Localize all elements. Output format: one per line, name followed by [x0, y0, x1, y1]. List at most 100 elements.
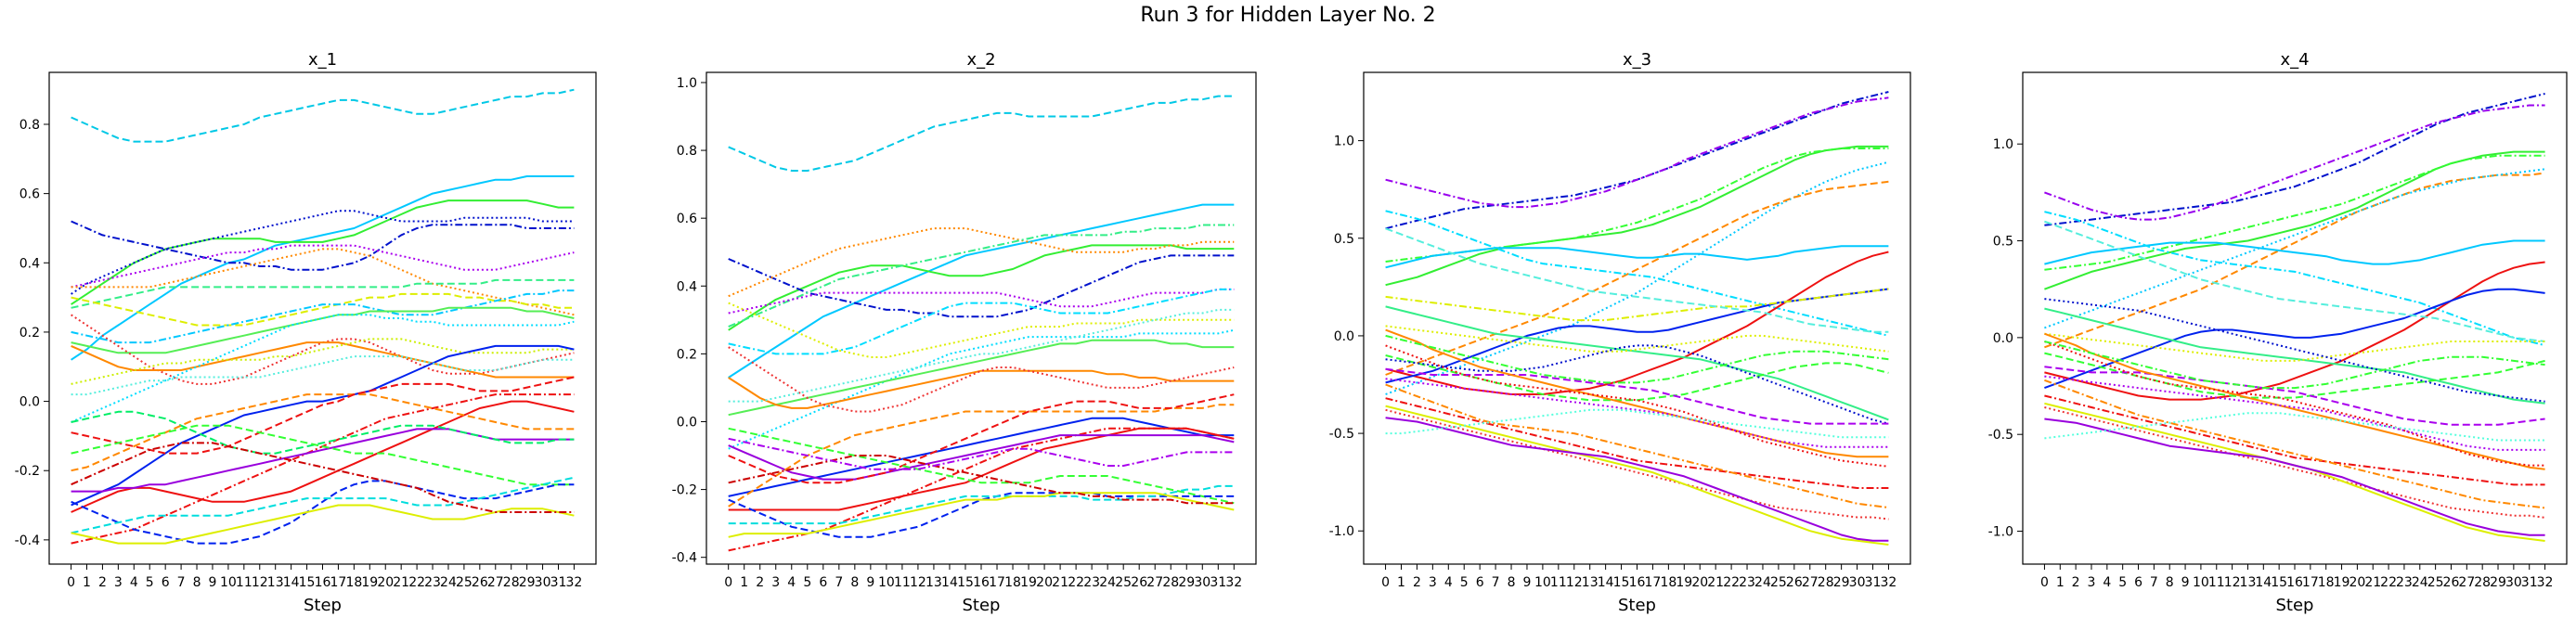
series-line-16 [2044, 366, 2545, 426]
x-tick-label: 13 [267, 575, 284, 590]
series-line-1 [728, 95, 1235, 172]
x-tick-label: 1 [2056, 575, 2065, 590]
x-tick-label: 10 [1534, 575, 1551, 590]
x-tick-label: 14 [941, 575, 958, 590]
series-line-19 [71, 428, 575, 493]
x-tick-label: 31 [550, 575, 567, 590]
series-line-9 [2044, 261, 2545, 401]
x-tick-label: 3 [2088, 575, 2096, 590]
x-tick-label: 9 [866, 575, 874, 590]
series-line-5 [2044, 172, 2545, 349]
series-line-24 [2044, 418, 2545, 536]
x-tick-label: 27 [1146, 575, 1163, 590]
x-tick-label: 7 [177, 575, 186, 590]
series-line-19 [2044, 375, 2545, 451]
series-line-12 [1385, 227, 1889, 333]
series-line-22 [1385, 383, 1889, 508]
y-tick-label: -1.0 [1988, 525, 2013, 540]
series-line-14 [1385, 325, 1889, 353]
x-tick-label: 25 [1115, 575, 1132, 590]
x-tick-label: 16 [973, 575, 990, 590]
x-tick-label: 30 [1849, 575, 1866, 590]
series-group [1385, 91, 1889, 546]
x-tick-label: 5 [2118, 575, 2127, 590]
series-line-15 [1385, 354, 1889, 402]
series-line-11 [1385, 288, 1889, 322]
series-line-12 [728, 369, 1235, 409]
x-tick-label: 16 [315, 575, 331, 590]
series-line-4 [1385, 148, 1889, 263]
x-tick-label: 20 [2349, 575, 2365, 590]
x-tick-label: 15 [2271, 575, 2287, 590]
y-tick-label: 1.0 [677, 76, 697, 91]
series-line-24 [71, 480, 575, 545]
series-line-4 [2044, 154, 2545, 271]
y-tick-label: 1.0 [1993, 137, 2013, 152]
x-tick-label: 6 [162, 575, 170, 590]
x-tick-label: 19 [1020, 575, 1037, 590]
series-line-6 [2044, 168, 2545, 329]
x-tick-label: 28 [1162, 575, 1179, 590]
series-line-10 [71, 289, 575, 344]
y-tick-label: 0.6 [19, 187, 40, 202]
x-tick-label: 4 [1444, 575, 1453, 590]
x-tick-label: 24 [440, 575, 457, 590]
series-line-27 [71, 442, 575, 513]
x-tick-label: 17 [989, 575, 1005, 590]
y-tick-label: 0.8 [677, 144, 697, 159]
series-line-13 [1385, 305, 1889, 421]
series-line-23 [728, 492, 1235, 538]
chart-panel-4: 0 1 2 3 4 5 6 7 8 9 10 11 12 13 14 15 16 17 18 19 20 21 22 23 24… [1988, 50, 2568, 615]
series-line-28 [71, 355, 575, 396]
x-tick-label: 4 [787, 575, 796, 590]
x-tick-label: 11 [894, 575, 911, 590]
series-line-7 [2044, 239, 2545, 265]
x-tick-label: 6 [819, 575, 827, 590]
x-tick-label: 15 [299, 575, 316, 590]
x-tick-label: 18 [345, 575, 362, 590]
y-tick-label: 0.4 [19, 256, 40, 271]
y-tick-label: 0.0 [1334, 329, 1354, 344]
y-tick-label: 1.0 [1334, 135, 1354, 149]
x-tick-label: 27 [2458, 575, 2475, 590]
panel-title: x_4 [2280, 50, 2309, 70]
x-tick-label: 32 [2537, 575, 2554, 590]
series-line-21 [2044, 379, 2545, 509]
x-tick-label: 31 [1210, 575, 1226, 590]
series-line-11 [2044, 220, 2545, 342]
x-tick-label: 22 [1068, 575, 1084, 590]
x-tick-label: 3 [1429, 575, 1437, 590]
series-line-25 [1385, 417, 1889, 542]
series-line-1 [71, 88, 575, 143]
x-tick-label: 13 [2240, 575, 2257, 590]
x-tick-label: 27 [1802, 575, 1819, 590]
x-tick-label: 0 [1381, 575, 1390, 590]
y-tick-label: -0.4 [15, 533, 40, 548]
axes-frame [705, 71, 1257, 565]
series-line-6 [71, 244, 575, 289]
x-tick-label: 32 [566, 575, 583, 590]
series-line-5 [728, 227, 1235, 298]
x-tick-label: 18 [1004, 575, 1021, 590]
y-tick-label: 0.4 [677, 279, 697, 294]
panel-title: x_3 [1623, 50, 1651, 70]
series-line-15 [2044, 298, 2545, 403]
series-line-2 [71, 175, 575, 361]
chart-panel-2: 0 1 2 3 4 5 6 7 8 9 10 11 12 13 14 15 16 17 18 19 20 21 22 23 24… [672, 50, 1257, 615]
series-line-11 [71, 306, 575, 354]
x-tick-label: 17 [2302, 575, 2319, 590]
series-line-10 [2044, 288, 2545, 390]
x-tick-label: 8 [1508, 575, 1516, 590]
x-tick-label: 7 [835, 575, 843, 590]
x-tick-label: 31 [1865, 575, 1882, 590]
series-line-14 [2044, 352, 2545, 399]
x-tick-label: 16 [1629, 575, 1646, 590]
series-line-25 [71, 476, 575, 534]
series-line-14 [728, 417, 1235, 497]
x-tick-label: 23 [1739, 575, 1755, 590]
series-line-20 [728, 427, 1235, 505]
x-tick-label: 13 [926, 575, 942, 590]
x-tick-label: 15 [957, 575, 974, 590]
x-tick-label: 0 [724, 575, 732, 590]
series-line-6 [1385, 180, 1889, 376]
